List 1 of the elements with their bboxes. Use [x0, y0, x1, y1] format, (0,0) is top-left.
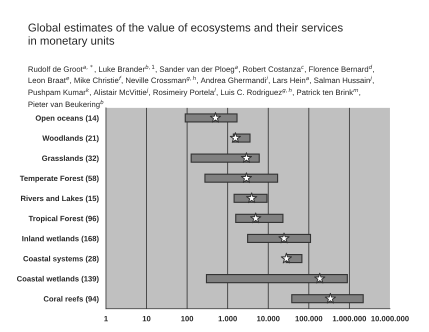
chart-title: Global estimates of the value of ecosystems and their services in monetary units: [28, 23, 343, 47]
